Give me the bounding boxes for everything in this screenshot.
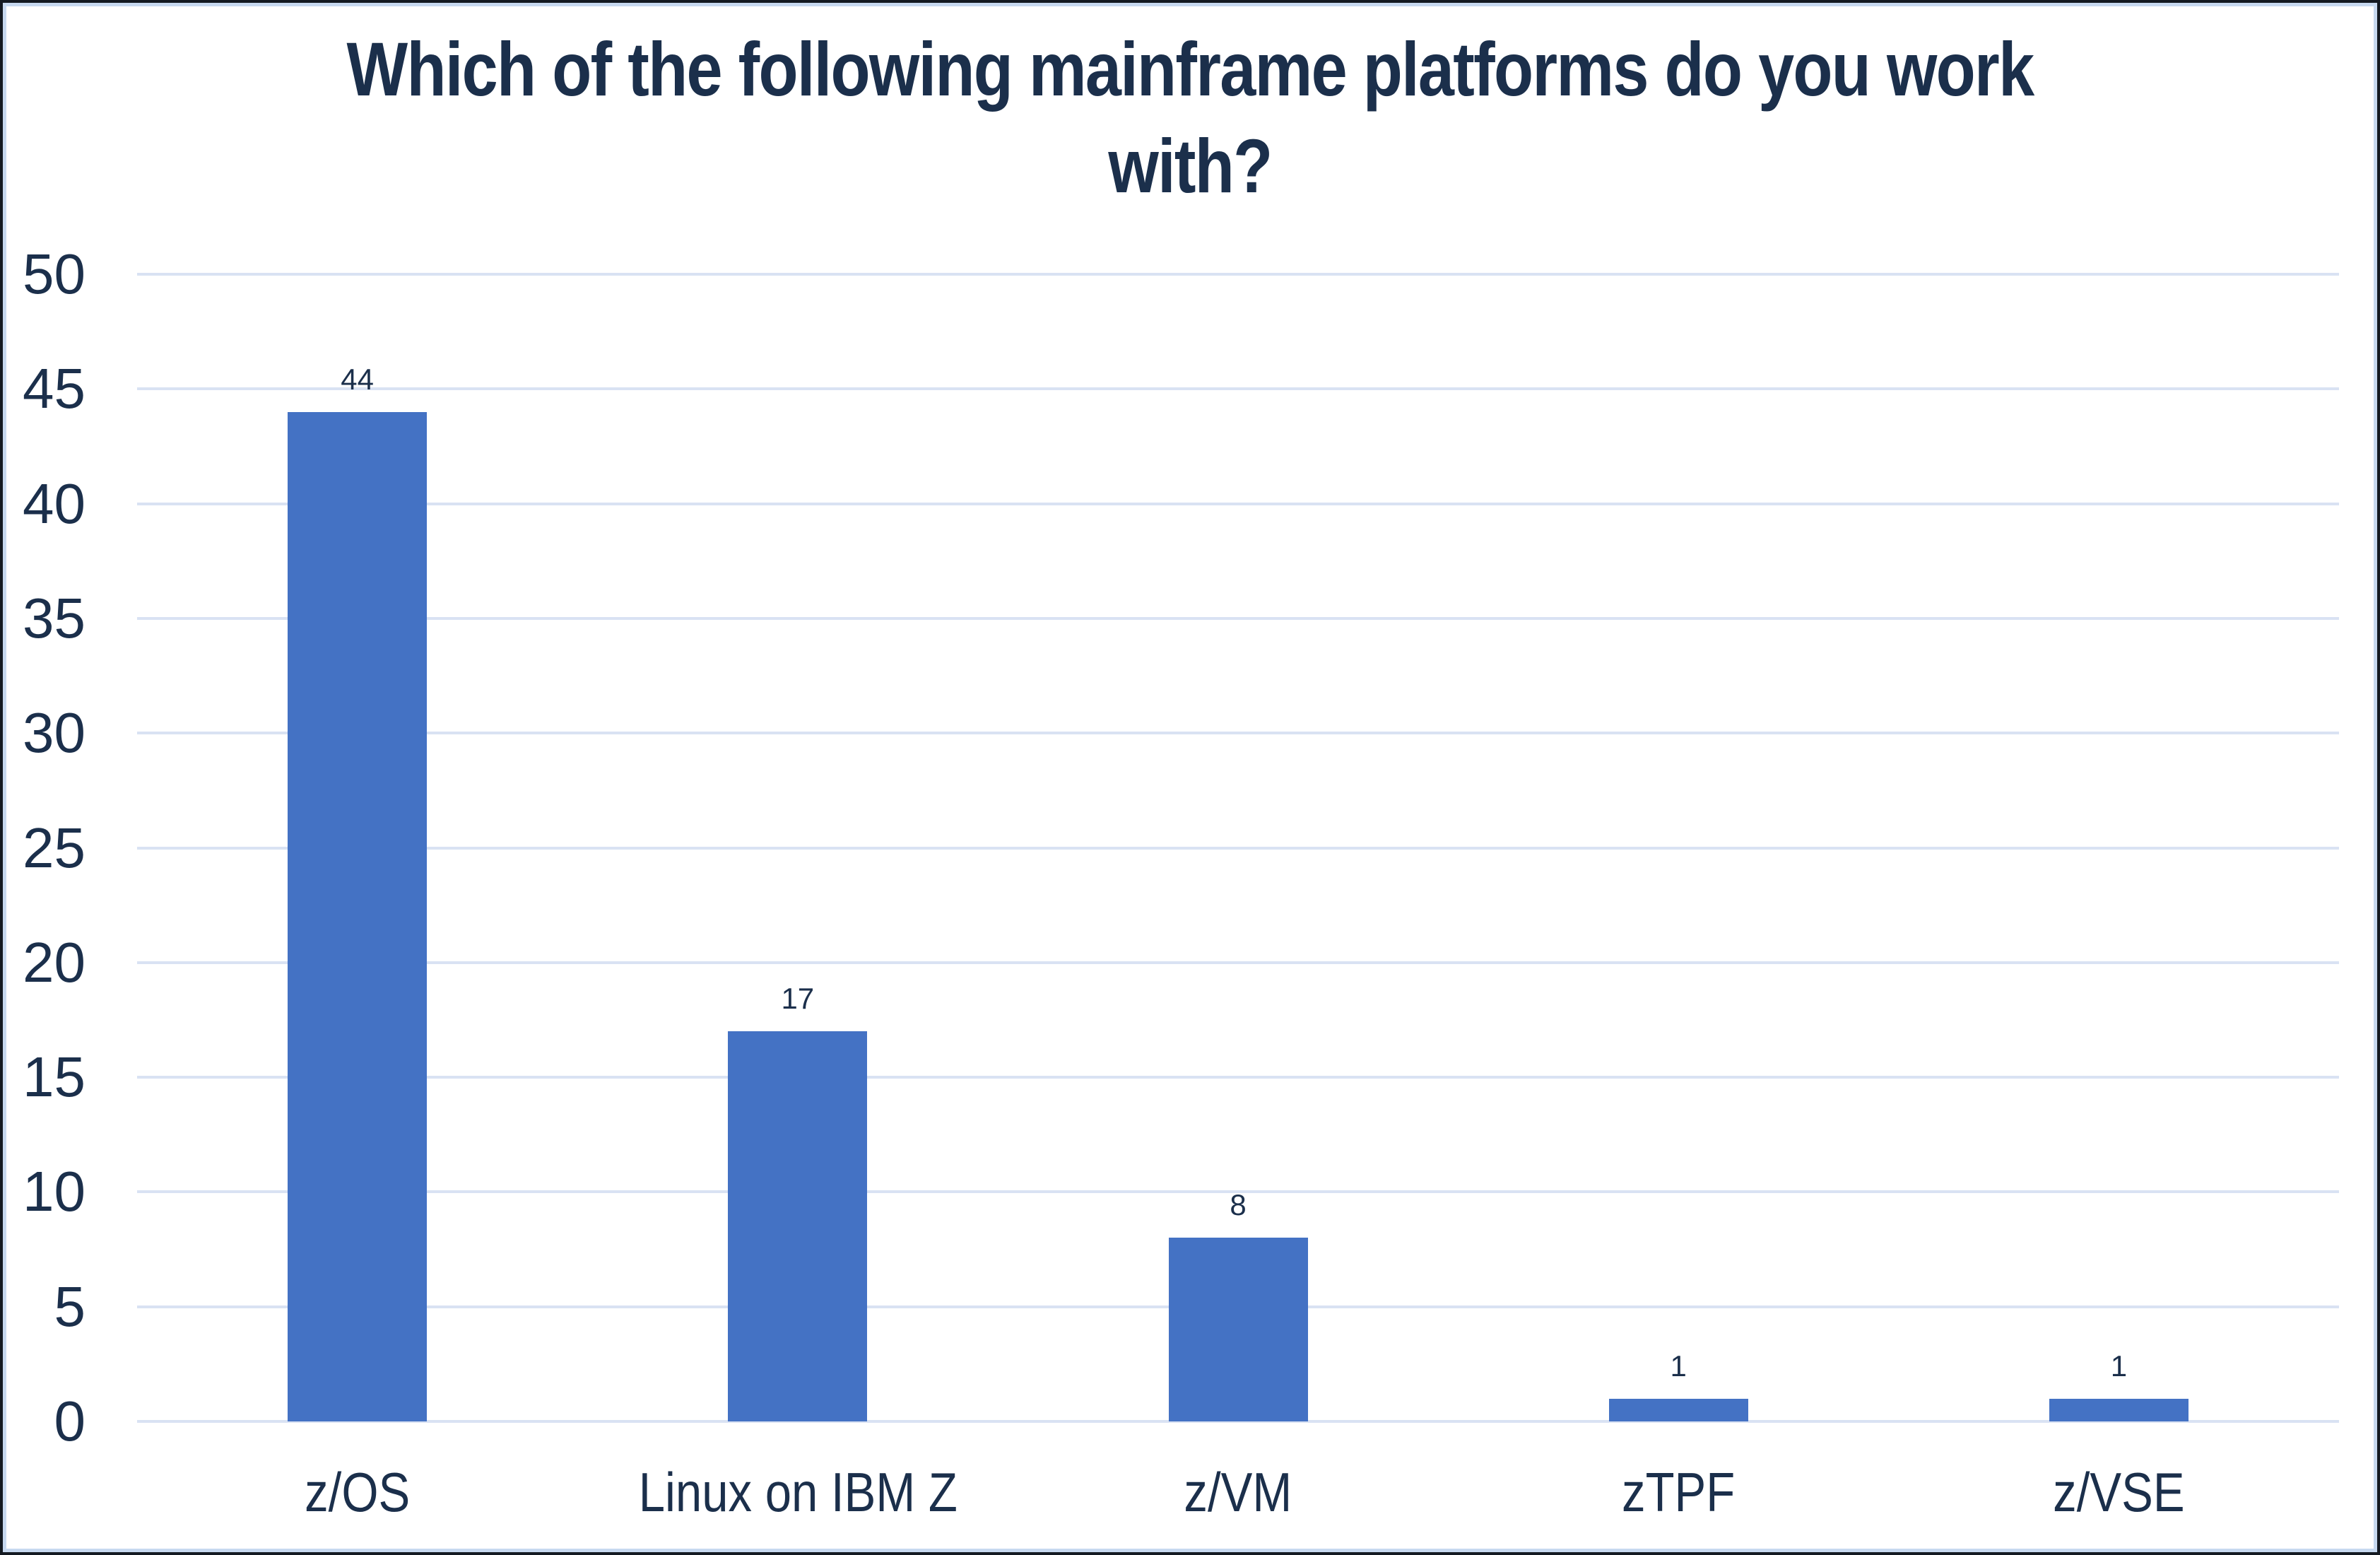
x-axis-label-text: Linux on IBM Z — [638, 1461, 958, 1523]
gridline-25 — [137, 846, 2339, 850]
y-tick-label-30: 30 — [23, 701, 86, 765]
gridline-40 — [137, 502, 2339, 505]
gridline-0 — [137, 1420, 2339, 1423]
y-tick-label-45: 45 — [23, 357, 86, 421]
bar-z-vse — [2049, 1398, 2188, 1421]
chart-title-line2: with? — [1108, 123, 1273, 209]
x-axis-label-ztpf: zTPF — [1459, 1457, 1899, 1527]
bar-z-vm — [1168, 1238, 1308, 1421]
bar-linux-on-ibm-z — [728, 1031, 868, 1421]
chart-canvas: Which of the following mainframe platfor… — [3, 3, 2377, 1552]
bar-value-label-z-vse: 1 — [2110, 1349, 2128, 1383]
plot-area: 50 45 40 35 30 25 20 15 10 5 0 44 z/OS 17 Linux on IBM… — [6, 6, 2374, 1549]
x-axis-label-z-os: z/OS — [137, 1457, 577, 1527]
gridline-45 — [137, 387, 2339, 391]
y-tick-label-40: 40 — [23, 471, 86, 535]
x-axis-label-z-vse: z/VSE — [1899, 1457, 2339, 1527]
chart-title: Which of the following mainframe platfor… — [6, 20, 2374, 214]
bar-value-label-ztpf: 1 — [1670, 1349, 1687, 1383]
y-tick-label-35: 35 — [23, 586, 86, 650]
gridline-15 — [137, 1076, 2339, 1079]
y-tick-label-20: 20 — [23, 930, 86, 994]
bar-ztpf — [1608, 1398, 1748, 1421]
chart-title-line1: Which of the following mainframe platfor… — [346, 26, 2035, 112]
x-axis-label-linux-on-ibm-z: Linux on IBM Z — [577, 1457, 1018, 1527]
y-tick-label-5: 5 — [54, 1274, 86, 1338]
gridline-30 — [137, 732, 2339, 735]
x-axis-label-text: z/VSE — [2053, 1461, 2185, 1523]
y-tick-label-15: 15 — [23, 1045, 86, 1109]
bar-value-label-z-vm: 8 — [1230, 1188, 1247, 1222]
bar-z-os — [288, 411, 428, 1421]
y-tick-label-0: 0 — [54, 1390, 86, 1453]
x-axis-label-text: z/VM — [1184, 1461, 1292, 1523]
bar-value-label-linux-on-ibm-z: 17 — [781, 982, 815, 1016]
y-tick-label-25: 25 — [23, 816, 86, 879]
bar-value-label-z-os: 44 — [341, 362, 374, 396]
gridline-50 — [137, 273, 2339, 276]
gridline-10 — [137, 1190, 2339, 1194]
gridline-35 — [137, 616, 2339, 620]
y-tick-label-10: 10 — [23, 1160, 86, 1224]
y-tick-label-50: 50 — [23, 242, 86, 305]
x-axis-label-text: z/OS — [305, 1461, 411, 1523]
x-axis-label-z-vm: z/VM — [1018, 1457, 1458, 1527]
x-axis-label-text: zTPF — [1622, 1461, 1736, 1523]
gridline-20 — [137, 961, 2339, 964]
